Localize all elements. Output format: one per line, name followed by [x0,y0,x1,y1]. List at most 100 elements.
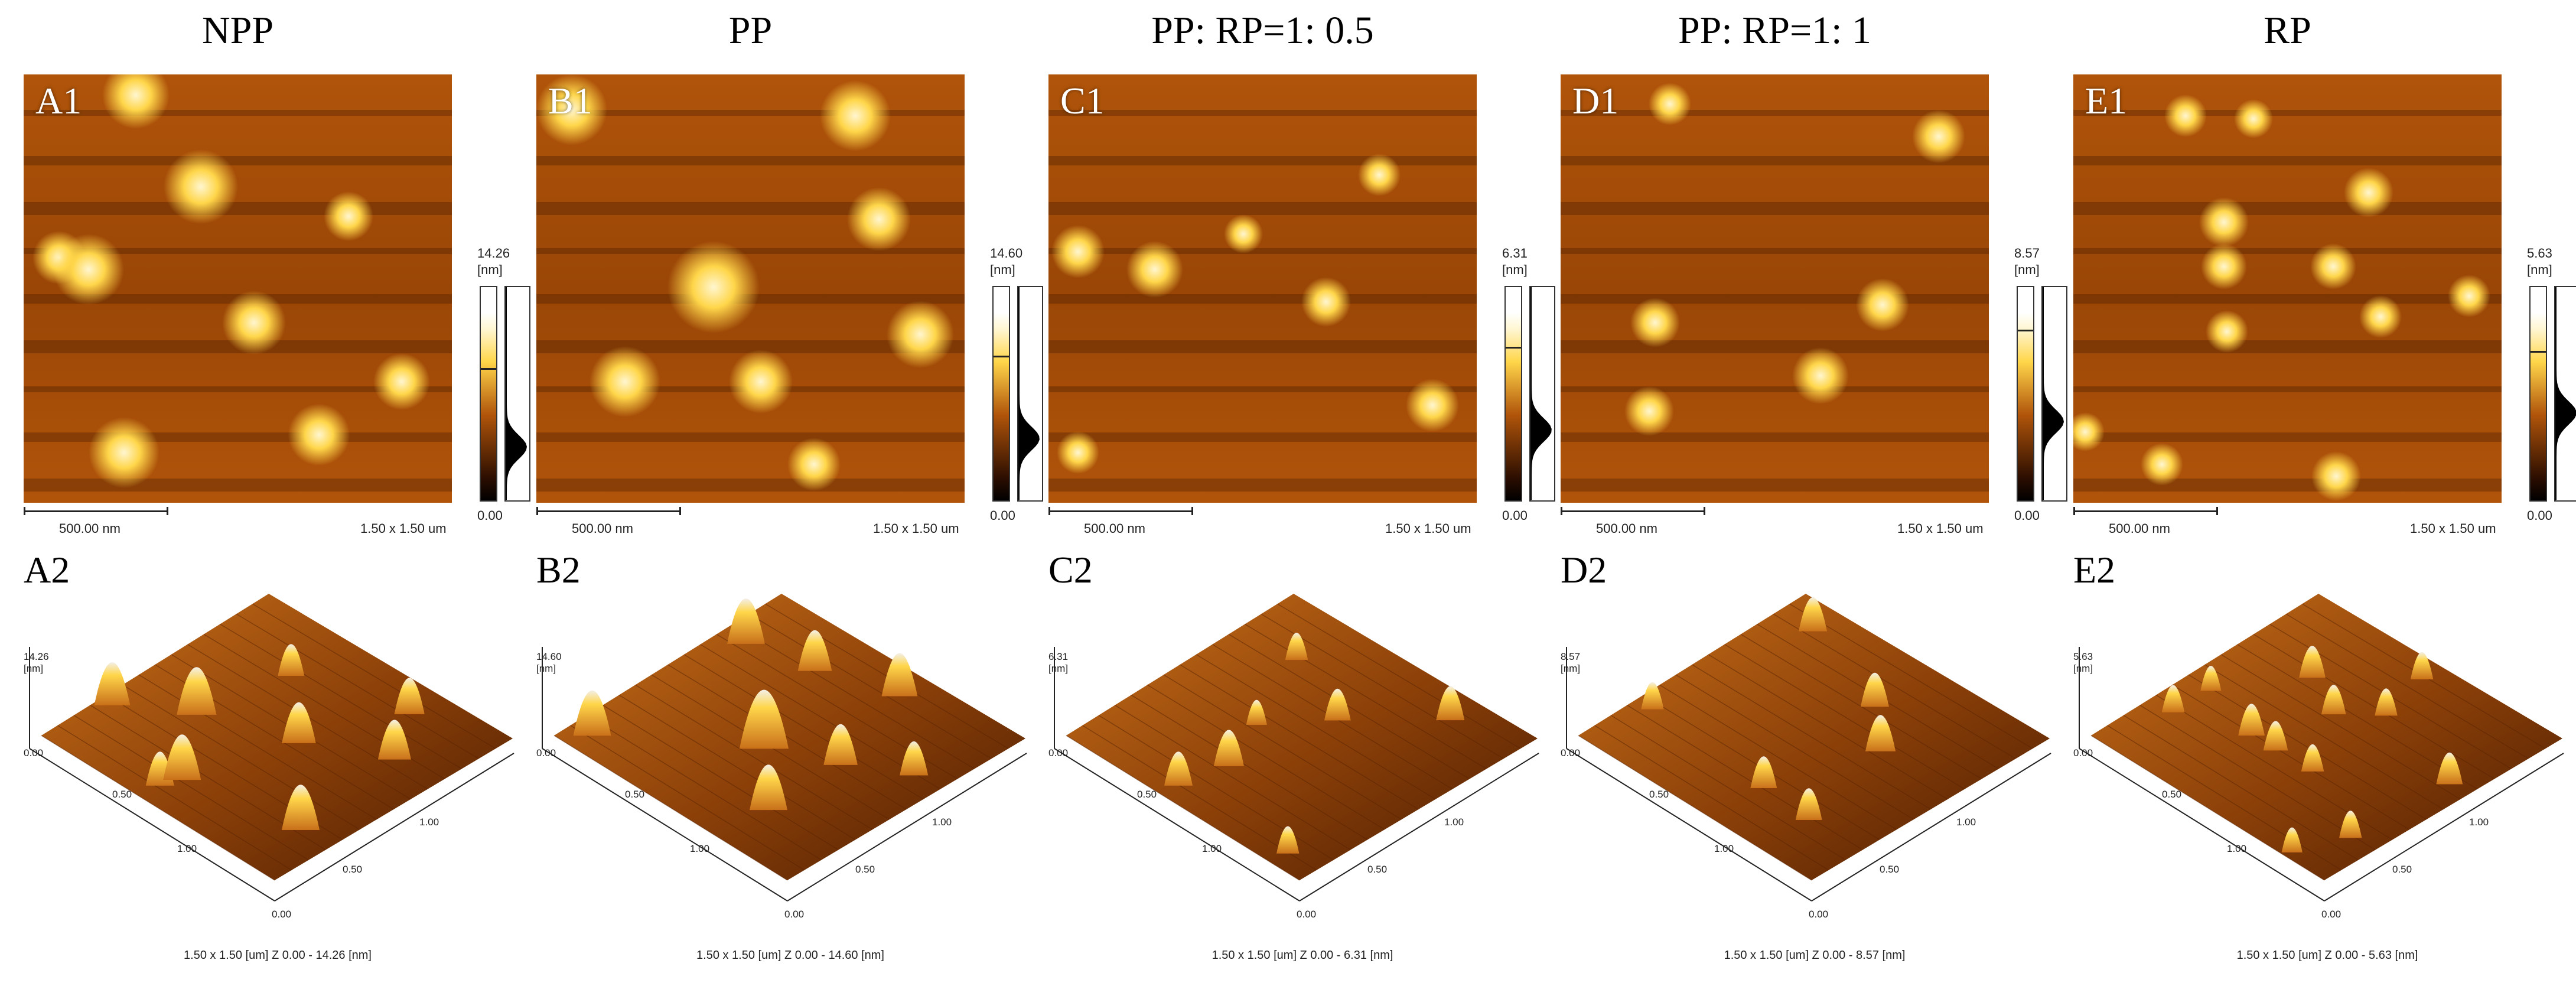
surface-particle [53,234,124,305]
surface-ridge [1277,603,1521,749]
scan-size-label: 1.50 x 1.50 um [1897,521,1984,536]
scan-line-streak [2073,248,2502,254]
afm-height-map [2073,74,2502,503]
surface-ridge [41,735,275,881]
axis-tick-label: 1.00 [2469,816,2489,828]
surface-ridge [586,715,822,861]
surface-ridge [1789,603,2033,749]
scan-line-streak [24,432,452,442]
panel-label-2d: A1 [35,80,82,122]
surface-ridge [2172,684,2410,830]
y-axis-line [1054,748,1300,902]
surface-ridge [732,623,975,770]
axis-tick-label: 1.00 [1202,843,1222,854]
histogram-curve [1018,287,1040,500]
panel-column: NPP A1 14.26 [nm] 0.00 500.00 nm 1.50 x 1.50 u… [24,0,532,986]
surface-particle [787,438,841,491]
surface-peak [573,690,611,736]
surface-peak [1795,788,1822,820]
z-axis-min-label: 0.00 [536,747,556,759]
surface-peak [2375,688,2398,716]
afm-3d-view: 14.60 [nm] 0.00 0.50 1.00 0.00 0.50 1.00 [536,558,1044,936]
axis-tick-label: 0.00 [2321,909,2341,920]
surface-ridge [1610,715,1846,861]
scan-line-streak [536,432,965,442]
z-axis-min-label: 0.00 [1048,747,1068,759]
scan-line-streak [1561,432,1989,442]
surface-peak [881,653,918,697]
panel-title: PP: RP=1: 1 [1678,9,1872,52]
colorbar-min-label: 0.00 [477,508,503,523]
surface-particle [2073,412,2105,451]
surface-particle [2311,451,2361,501]
surface-particle [324,191,373,241]
scale-bar [1561,507,1705,515]
surface-particle [1051,225,1105,278]
surface-peak [1285,632,1308,660]
axis-tick-label: 1.00 [932,816,952,828]
surface-peak [1164,751,1193,786]
surface-ridge [1724,644,1965,790]
scale-bar-label: 500.00 nm [1084,521,1145,536]
panel-label-2d: B1 [548,80,592,122]
surface-ridge [1228,633,1470,780]
surface-ridge [2253,633,2495,780]
axis-tick-label: 0.00 [1297,909,1316,920]
axis-tick-label: 1.00 [690,843,709,854]
scan-line-streak [1561,110,1989,116]
scale-bar [1048,507,1193,515]
surface-peak [163,734,201,780]
surface-peak [2436,752,2463,785]
scan-line-streak [536,479,965,492]
surface-ridge [635,684,873,830]
surface-peak [2200,666,2222,691]
scan-line-streak [24,248,452,254]
z-axis-min-label: 0.00 [2073,747,2093,759]
scan-line-streak [1048,294,1477,304]
surface-particle [102,74,170,129]
surface-peak [739,689,789,749]
afm-height-map [1048,74,1477,503]
surface-peak [1213,730,1244,766]
scan-line-streak [1561,479,1989,492]
height-map-surface [1048,74,1477,503]
scan-line-streak [24,479,452,492]
surface-particle [536,74,607,145]
surface-peak [2410,652,2434,679]
height-histogram [504,286,530,502]
panel-label-3d: A2 [24,549,70,591]
scan-line-streak [2073,479,2502,492]
afm-3d-view: 6.31 [nm] 0.00 0.50 1.00 0.00 0.50 1.00 [1048,558,1556,936]
axis-tick-label: 1.00 [1444,816,1464,828]
surface-particle [1856,278,1909,331]
axis-tick-label: 0.50 [625,789,644,800]
scan-line-streak [1048,479,1477,492]
surface-ridge [1066,735,1300,881]
surface-ridge [2220,654,2461,800]
surface-ridge [667,664,907,810]
axis-tick-label: 0.00 [272,909,291,920]
surface-peak [177,667,217,715]
surface-peak [823,724,858,765]
surface-ridge [2123,715,2359,861]
panel-column: PP B1 14.60 [nm] 0.00 500.00 nm 1.50 x 1.50 um… [536,0,1044,986]
surface-particle [164,149,238,224]
scan-line-streak [2073,294,2502,304]
surface-3d [554,594,1025,880]
panel-label-3d: B2 [536,549,581,591]
axis-tick-label: 0.00 [784,909,804,920]
colorbar-range-marker [994,355,1009,357]
axis-tick-label: 1.00 [1956,816,1976,828]
colorbar-range-marker [481,368,496,370]
surface-particle [1126,241,1183,298]
surface-peak [2263,721,2288,751]
colorbar [992,286,1010,502]
surface-peak [1865,715,1896,751]
x-axis-line [1299,753,1539,902]
afm-3d-view: 8.57 [nm] 0.00 0.50 1.00 0.00 0.50 1.00 [1561,558,2069,936]
surface-peak [2321,685,2346,715]
axis-tick-label: 0.50 [1880,864,1899,875]
colorbar-max-label: 6.31 [1502,246,1528,261]
colorbar-max-label: 14.60 [990,246,1023,261]
